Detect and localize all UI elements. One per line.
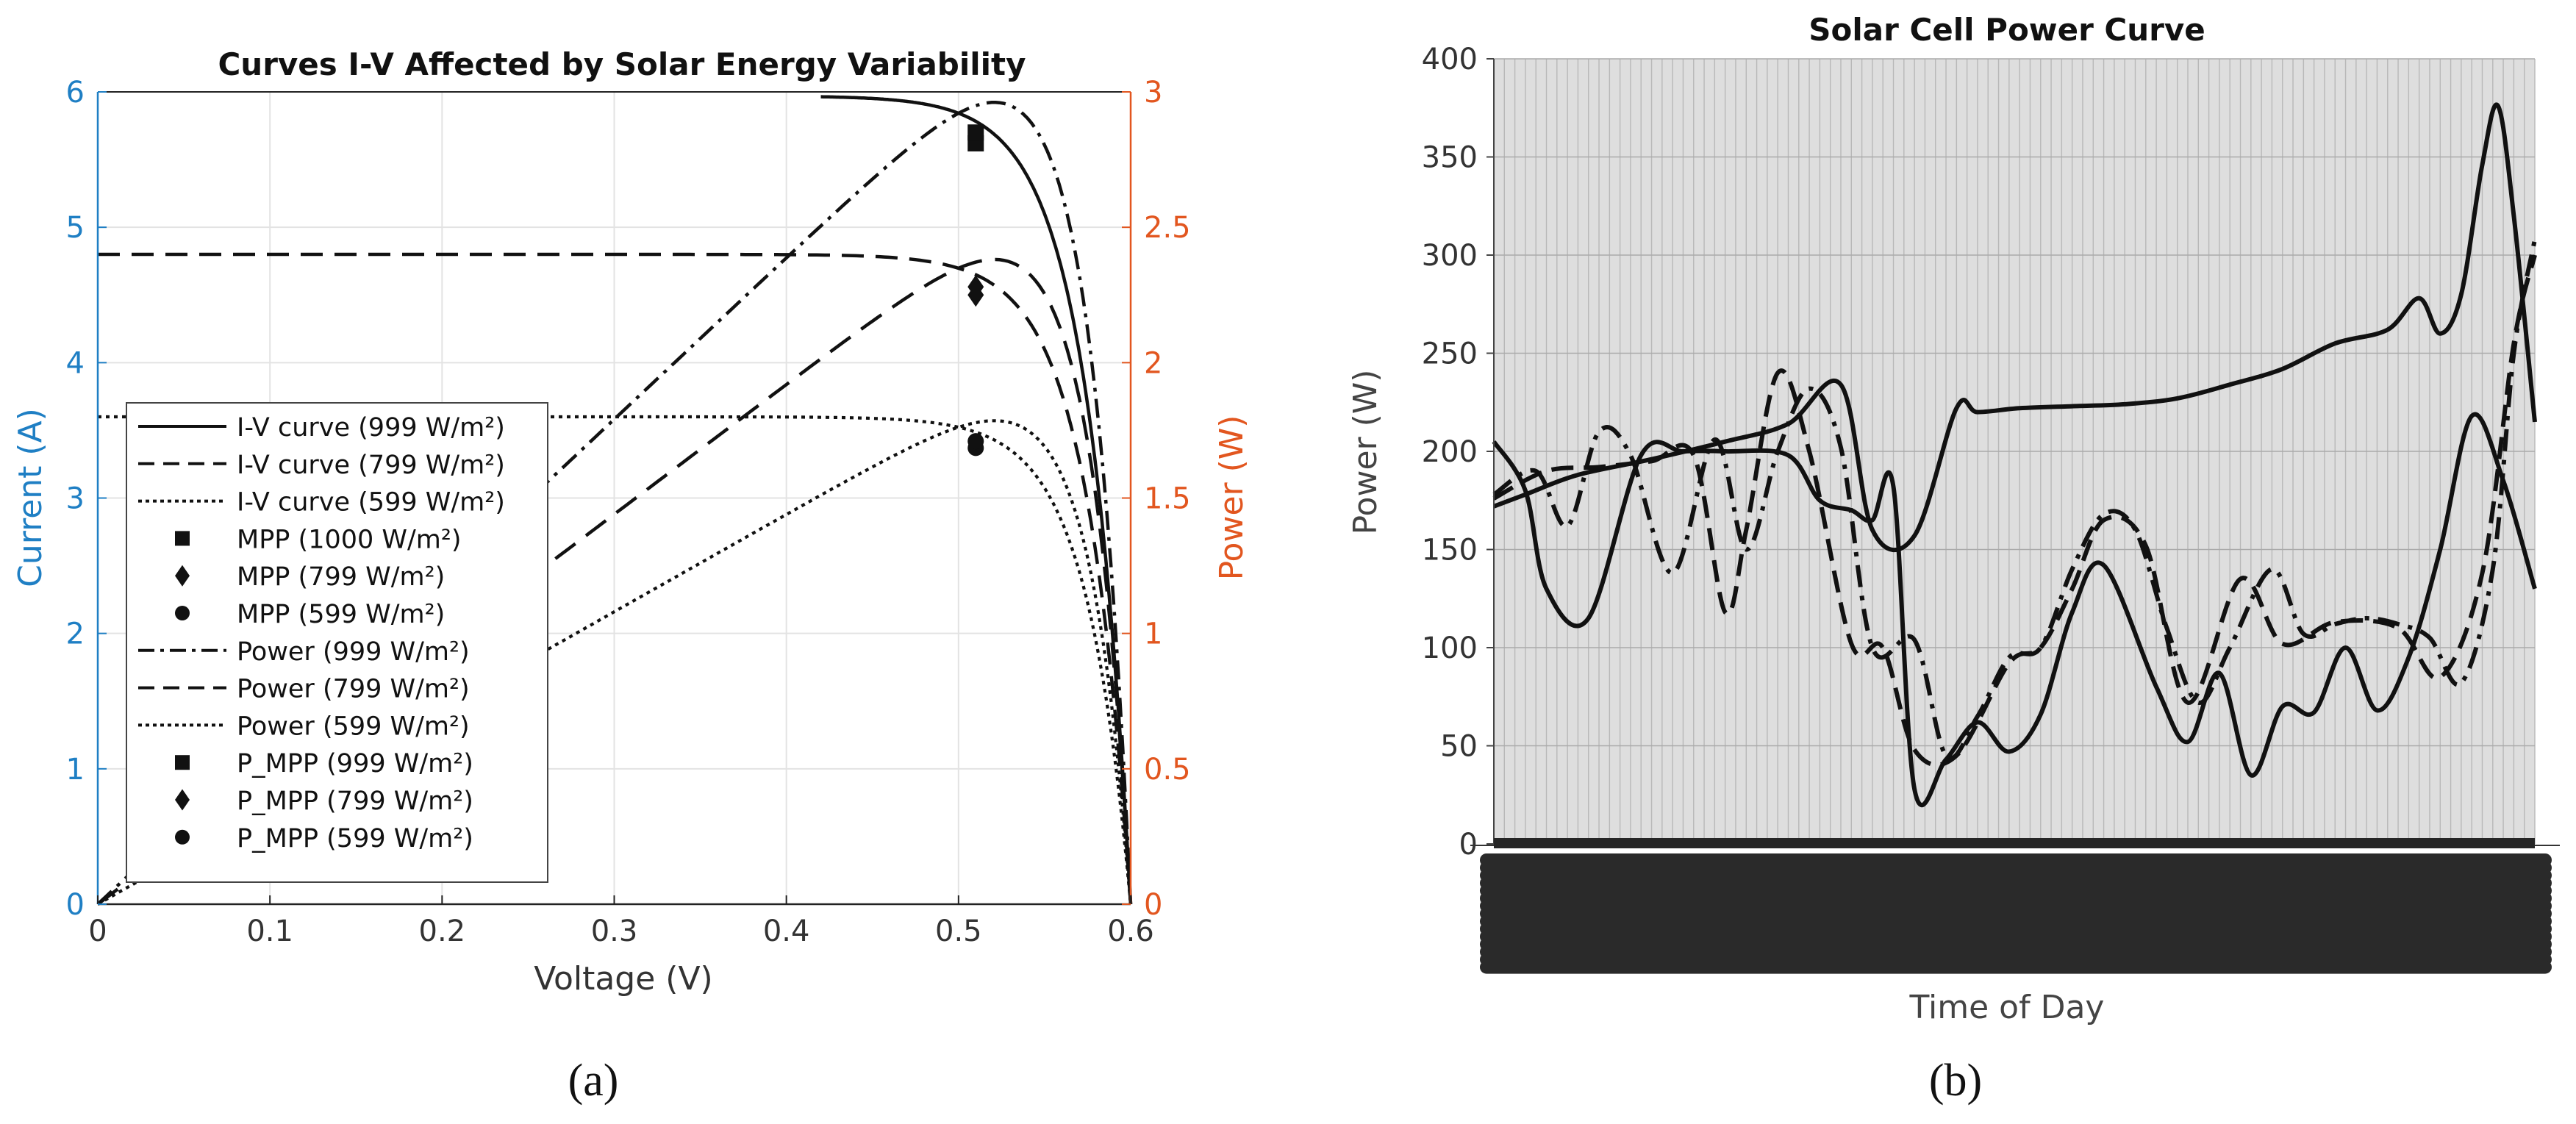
chart-a-line xyxy=(820,95,1133,905)
chart-a-legend-label: P_MPP (599 W/m²) xyxy=(237,824,473,853)
chart-a-x-tick-label: 0.1 xyxy=(246,914,293,948)
chart-a-marker xyxy=(967,433,984,450)
chart-b-grid xyxy=(1493,58,2536,844)
chart-b-x-tick-labels xyxy=(1480,853,2552,974)
chart-b-y-tick-label: 100 xyxy=(1422,631,1478,665)
chart-a-legend-label: Power (599 W/m²) xyxy=(237,712,470,741)
chart-a-legend-symbol xyxy=(175,829,190,845)
chart-b-title: Solar Cell Power Curve xyxy=(1808,12,2205,48)
chart-a-legend-symbol xyxy=(175,755,190,770)
chart-a-legend-label: Power (999 W/m²) xyxy=(237,637,470,667)
chart-a-legend-label: I-V curve (999 W/m²) xyxy=(237,413,505,443)
chart-b-line xyxy=(1492,239,2537,761)
chart-a-y2-tick-label: 0.5 xyxy=(1144,753,1191,787)
chart-b-x-tick-band xyxy=(1494,838,2535,848)
chart-a-legend-label: P_MPP (799 W/m²) xyxy=(237,787,473,816)
chart-a-x-tick-label: 0.4 xyxy=(763,914,810,948)
chart-a-y-tick-label: 2 xyxy=(66,618,85,651)
chart-b-y-tick-label: 250 xyxy=(1422,337,1478,371)
chart-b-line xyxy=(1492,254,2537,767)
chart-b-ticks: 0 50 100 150 200 250 300 350 400 xyxy=(1422,43,1494,862)
chart-a-y-label: Current (A) xyxy=(12,408,49,587)
chart-a-y-tick-label: 5 xyxy=(66,211,85,245)
chart-b-x-label: Time of Day xyxy=(1909,989,2105,1026)
chart-b-y-tick-label: 200 xyxy=(1422,435,1478,469)
chart-a-legend-label: I-V curve (799 W/m²) xyxy=(237,451,505,480)
chart-a-legend-label: MPP (799 W/m²) xyxy=(237,562,445,592)
chart-a-y-tick-label: 4 xyxy=(66,346,85,380)
chart-a-legend-label: MPP (1000 W/m²) xyxy=(237,525,462,554)
chart-a-y-tick-label: 6 xyxy=(66,76,85,110)
chart-a-marker xyxy=(967,124,984,141)
chart-b-y-tick-label: 0 xyxy=(1459,828,1478,862)
chart-a-marker xyxy=(967,275,984,299)
chart-a-y-tick-label: 0 xyxy=(66,888,85,922)
chart-a-legend-symbol xyxy=(175,789,190,811)
chart-a-y2-tick-label: 2.5 xyxy=(1144,211,1191,245)
chart-b-y-tick-label: 50 xyxy=(1440,730,1478,764)
chart-a-markers-layer xyxy=(967,124,984,457)
chart-a-x-tick-label: 0.2 xyxy=(419,914,466,948)
chart-b-series-layer xyxy=(1492,102,2537,807)
chart-a-title: Curves I-V Affected by Solar Energy Vari… xyxy=(218,46,1026,82)
chart-a-y-tick-label: 3 xyxy=(66,482,85,516)
chart-a-y2-tick-label: 1.5 xyxy=(1144,482,1191,516)
chart-a-x-tick-label: 0.6 xyxy=(1107,914,1154,948)
chart-a-legend: I-V curve (999 W/m²) I-V curve (799 W/m²)… xyxy=(126,402,548,883)
chart-b-y-tick-label: 350 xyxy=(1422,141,1478,175)
chart-a-legend-label: P_MPP (999 W/m²) xyxy=(237,749,473,778)
chart-a-x-label: Voltage (V) xyxy=(534,960,712,998)
chart-b-line xyxy=(1492,102,2537,553)
chart-a-x-tick-label: 0 xyxy=(88,914,107,948)
chart-a-legend-label: I-V curve (599 W/m²) xyxy=(237,488,505,518)
chart-a-legend-symbol xyxy=(175,565,190,587)
chart-a-line xyxy=(96,419,1133,906)
chart-a-y2-label: Power (W) xyxy=(1213,415,1251,581)
panel-label-a: (a) xyxy=(568,1056,619,1106)
chart-a-y2-tick-label: 3 xyxy=(1144,76,1162,110)
chart-b-y-label: Power (W) xyxy=(1347,370,1384,535)
chart-a-legend-label: Power (799 W/m²) xyxy=(237,675,470,704)
chart-b: Solar Cell Power Curve 0 50 100 150 200 250 30… xyxy=(1347,12,2560,1106)
chart-a: Curves I-V Affected by Solar Energy Vari… xyxy=(12,46,1251,1106)
chart-a-legend-label: MPP (599 W/m²) xyxy=(237,600,445,629)
chart-a-x-tick-label: 0.5 xyxy=(935,914,982,948)
chart-a-y-tick-label: 1 xyxy=(66,753,85,787)
chart-a-legend-box xyxy=(126,402,548,883)
chart-b-y-tick-label: 150 xyxy=(1422,534,1478,568)
chart-a-y2-tick-label: 2 xyxy=(1144,346,1162,380)
chart-b-y-tick-label: 400 xyxy=(1422,43,1478,76)
chart-a-legend-symbol xyxy=(175,531,190,546)
chart-b-line xyxy=(1492,412,2537,807)
chart-a-legend-symbol xyxy=(175,606,190,620)
chart-a-y2-tick-label: 1 xyxy=(1144,618,1162,651)
chart-b-y-tick-label: 300 xyxy=(1422,239,1478,273)
panel-label-b: (b) xyxy=(1929,1056,1982,1106)
chart-a-y2-tick-label: 0 xyxy=(1144,888,1162,922)
chart-a-x-tick-label: 0.3 xyxy=(591,914,638,948)
